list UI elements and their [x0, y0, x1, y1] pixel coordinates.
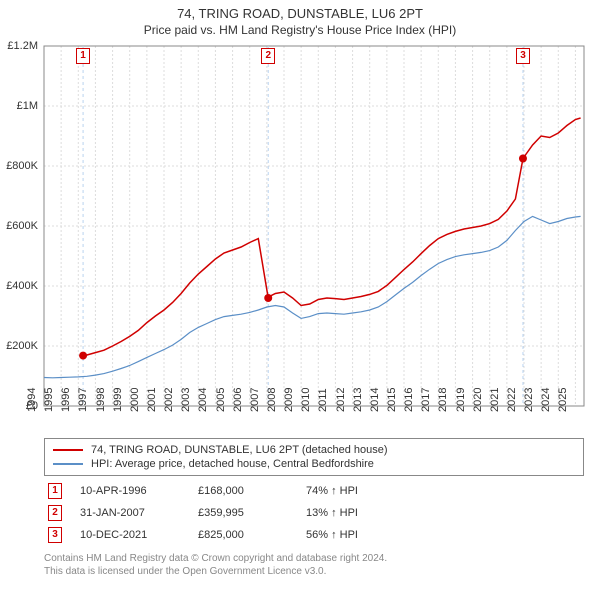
transaction-price: £168,000 [198, 485, 288, 497]
y-axis-tick-label: £200K [6, 340, 38, 352]
y-axis-tick-label: £600K [6, 220, 38, 232]
x-axis-tick-label: 1997 [77, 388, 89, 412]
x-axis-tick-label: 2019 [455, 388, 467, 412]
x-axis-tick-label: 2005 [215, 388, 227, 412]
x-axis-tick-label: 2011 [317, 388, 329, 412]
transaction-delta: 13% ↑ HPI [306, 507, 406, 519]
x-axis-tick-label: 2004 [197, 388, 209, 412]
legend-label: 74, TRING ROAD, DUNSTABLE, LU6 2PT (deta… [91, 444, 388, 456]
transaction-row: 2 31-JAN-2007 £359,995 13% ↑ HPI [44, 502, 584, 524]
y-axis-tick-label: £400K [6, 280, 38, 292]
x-axis-tick-label: 2021 [489, 388, 501, 412]
transaction-delta: 56% ↑ HPI [306, 529, 406, 541]
x-axis-tick-label: 2006 [232, 388, 244, 412]
transaction-date: 31-JAN-2007 [80, 507, 180, 519]
x-axis-tick-label: 2017 [420, 388, 432, 412]
x-axis-tick-label: 2007 [249, 388, 261, 412]
x-axis-tick-label: 2023 [523, 388, 535, 412]
chart-area: £0£200K£400K£600K£800K£1M£1.2M1994199519… [44, 46, 584, 406]
footer-line-2: This data is licensed under the Open Gov… [44, 565, 584, 578]
chart-marker-badge: 3 [516, 48, 530, 64]
x-axis-tick-label: 2001 [146, 388, 158, 412]
transaction-price: £359,995 [198, 507, 288, 519]
transaction-delta: 74% ↑ HPI [306, 485, 406, 497]
y-axis-tick-label: £800K [6, 160, 38, 172]
legend-item: HPI: Average price, detached house, Cent… [53, 457, 575, 471]
x-axis-tick-label: 2010 [300, 388, 312, 412]
chart-marker-badge: 2 [261, 48, 275, 64]
x-axis-tick-label: 1999 [112, 388, 124, 412]
y-axis-tick-label: £1.2M [7, 40, 38, 52]
footer-attribution: Contains HM Land Registry data © Crown c… [44, 552, 584, 578]
footer-line-1: Contains HM Land Registry data © Crown c… [44, 552, 584, 565]
x-axis-tick-label: 2000 [129, 388, 141, 412]
legend-swatch [53, 449, 83, 451]
chart-subtitle: Price paid vs. HM Land Registry's House … [0, 23, 600, 37]
x-axis-tick-label: 1996 [60, 388, 72, 412]
x-axis-tick-label: 1994 [26, 388, 38, 412]
x-axis-tick-label: 2009 [283, 388, 295, 412]
x-axis-tick-label: 2015 [386, 388, 398, 412]
x-axis-tick-label: 2008 [266, 388, 278, 412]
transaction-price: £825,000 [198, 529, 288, 541]
x-axis-tick-label: 2003 [180, 388, 192, 412]
x-axis-tick-label: 2020 [472, 388, 484, 412]
legend-label: HPI: Average price, detached house, Cent… [91, 458, 374, 470]
legend-box: 74, TRING ROAD, DUNSTABLE, LU6 2PT (deta… [44, 438, 584, 476]
x-axis-tick-label: 2016 [403, 388, 415, 412]
transaction-badge: 1 [48, 483, 62, 499]
transaction-date: 10-DEC-2021 [80, 529, 180, 541]
transaction-date: 10-APR-1996 [80, 485, 180, 497]
transactions-table: 1 10-APR-1996 £168,000 74% ↑ HPI 2 31-JAN-200… [44, 480, 584, 546]
x-axis-tick-label: 2024 [540, 388, 552, 412]
legend-item: 74, TRING ROAD, DUNSTABLE, LU6 2PT (deta… [53, 443, 575, 457]
x-axis-tick-label: 2002 [163, 388, 175, 412]
x-axis-tick-label: 2025 [557, 388, 569, 412]
chart-title: 74, TRING ROAD, DUNSTABLE, LU6 2PT [0, 6, 600, 21]
chart-svg [44, 46, 584, 406]
x-axis-tick-label: 2014 [369, 388, 381, 412]
transaction-badge: 2 [48, 505, 62, 521]
title-block: 74, TRING ROAD, DUNSTABLE, LU6 2PT Price… [0, 0, 600, 37]
chart-marker-badge: 1 [76, 48, 90, 64]
chart-container: 74, TRING ROAD, DUNSTABLE, LU6 2PT Price… [0, 0, 600, 590]
x-axis-tick-label: 2018 [437, 388, 449, 412]
x-axis-tick-label: 1995 [43, 388, 55, 412]
x-axis-tick-label: 2022 [506, 388, 518, 412]
y-axis-tick-label: £1M [17, 100, 38, 112]
x-axis-tick-label: 2012 [335, 388, 347, 412]
x-axis-tick-label: 1998 [95, 388, 107, 412]
transaction-row: 3 10-DEC-2021 £825,000 56% ↑ HPI [44, 524, 584, 546]
legend-swatch [53, 463, 83, 465]
transaction-badge: 3 [48, 527, 62, 543]
x-axis-tick-label: 2013 [352, 388, 364, 412]
transaction-row: 1 10-APR-1996 £168,000 74% ↑ HPI [44, 480, 584, 502]
